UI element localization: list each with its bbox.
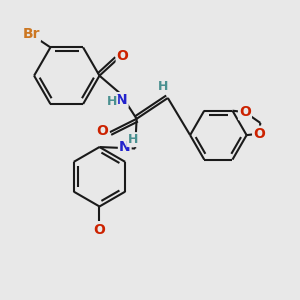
Text: H: H: [107, 95, 117, 108]
Text: H: H: [158, 80, 169, 93]
Text: O: O: [239, 105, 251, 119]
Text: O: O: [97, 124, 108, 138]
Text: O: O: [253, 127, 265, 141]
Text: O: O: [94, 223, 105, 237]
Text: H: H: [128, 133, 138, 146]
Text: N: N: [119, 140, 130, 154]
Text: O: O: [117, 50, 129, 63]
Text: Br: Br: [22, 27, 40, 41]
Text: N: N: [116, 93, 128, 107]
